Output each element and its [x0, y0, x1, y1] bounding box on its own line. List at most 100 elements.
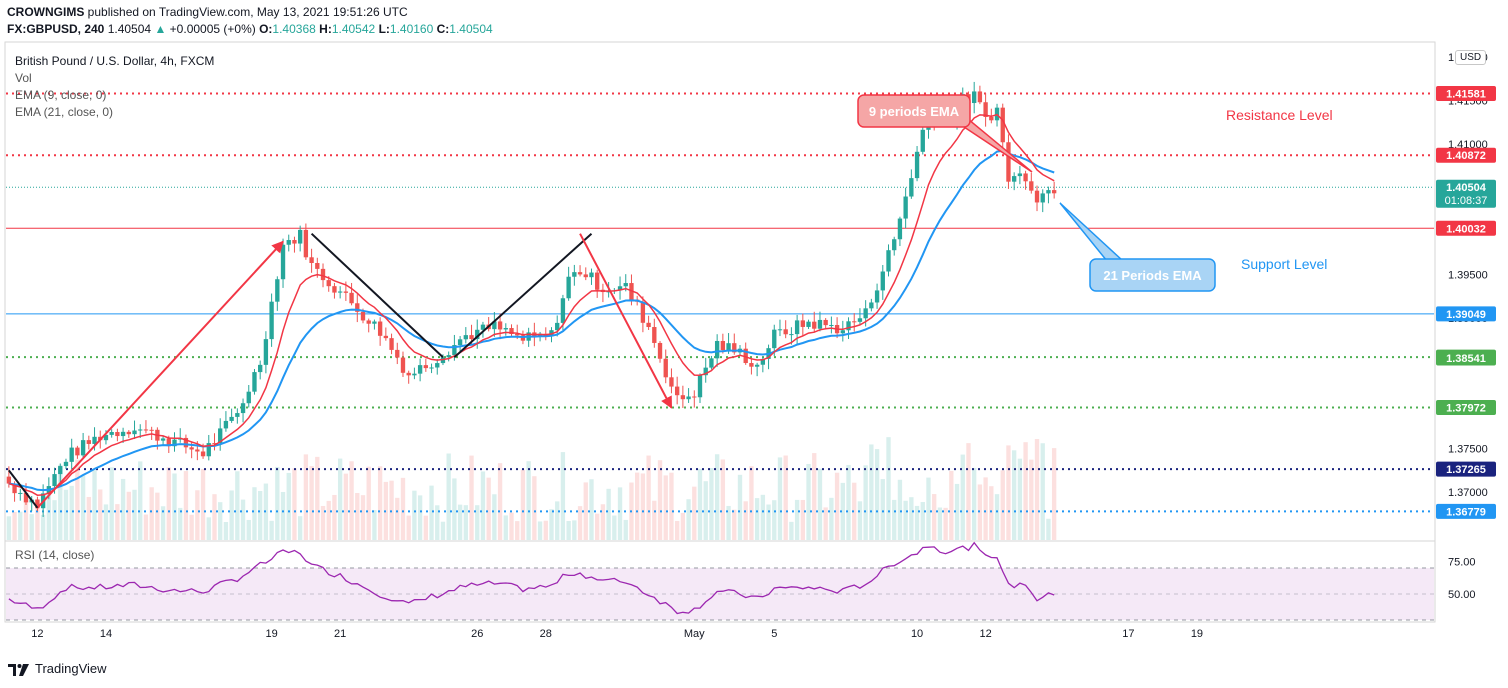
- volume-bar: [914, 505, 920, 540]
- open-value: 1.40368: [272, 22, 316, 36]
- ema21-callout-pointer: [1059, 202, 1125, 262]
- volume-bar: [400, 477, 406, 540]
- volume-bar: [680, 512, 686, 540]
- volume-bar: [857, 501, 863, 540]
- volume-bar: [406, 515, 411, 540]
- candle-body: [1040, 193, 1045, 203]
- chart-title: British Pound / U.S. Dollar, 4h, FXCM: [15, 54, 215, 68]
- tradingview-logo[interactable]: TradingView: [8, 661, 107, 676]
- candle-body: [389, 338, 394, 350]
- candle-body: [617, 286, 623, 291]
- volume-bar: [332, 494, 337, 540]
- time-tick-label: 26: [471, 628, 483, 640]
- volume-bar: [714, 454, 720, 540]
- candle-body: [972, 91, 977, 104]
- volume-bar: [497, 463, 503, 540]
- candle-body: [103, 434, 109, 441]
- volume-bar: [6, 516, 12, 540]
- volume-bar: [549, 509, 554, 540]
- price-change: +0.00005 (+0%): [169, 22, 256, 36]
- candle-body: [355, 303, 360, 312]
- candle-body: [269, 301, 274, 340]
- volume-bar: [46, 493, 52, 540]
- candle-body: [743, 348, 748, 364]
- volume-bar: [703, 481, 708, 540]
- candle-body: [840, 330, 845, 334]
- volume-bar: [75, 459, 80, 540]
- volume-bar: [503, 515, 508, 540]
- volume-bar: [520, 469, 526, 540]
- volume-bar: [800, 499, 805, 540]
- candle-body: [12, 483, 17, 494]
- price-tag: [1436, 86, 1496, 102]
- price-tick-label: 1.37000: [1448, 487, 1488, 499]
- volume-bar: [109, 467, 114, 540]
- volume-bar: [320, 505, 326, 540]
- candle-body: [412, 373, 417, 376]
- volume-bar: [623, 519, 628, 540]
- rsi-tick-label: 50.00: [1448, 589, 1476, 601]
- volume-bar: [852, 482, 857, 540]
- candle-body: [852, 321, 857, 323]
- currency-button[interactable]: USD: [1455, 50, 1487, 65]
- time-tick-label: 19: [265, 628, 277, 640]
- price-tag: [1436, 147, 1496, 163]
- candle-body: [320, 268, 326, 281]
- price-tag-label: 1.40504: [1446, 182, 1487, 194]
- candle-body: [555, 322, 560, 331]
- volume-bar: [360, 495, 366, 540]
- candle-body: [560, 298, 566, 323]
- volume-bar: [429, 485, 434, 540]
- volume-bar: [120, 478, 126, 540]
- candle-body: [989, 116, 994, 121]
- volume-bar: [172, 473, 177, 540]
- time-tick-label: May: [684, 628, 705, 640]
- price-tick-label: 1.37500: [1448, 444, 1488, 456]
- candle-body: [503, 328, 508, 330]
- candle-body: [640, 301, 646, 323]
- volume-bar: [23, 498, 29, 540]
- time-tick-label: 12: [31, 628, 43, 640]
- candle-body: [109, 432, 114, 435]
- volume-bar: [463, 505, 468, 540]
- price-tag: [1436, 179, 1496, 208]
- candle-body: [772, 329, 777, 349]
- candle-body: [143, 429, 149, 431]
- volume-bar: [829, 497, 834, 540]
- volume-bar: [972, 467, 977, 540]
- volume-bar: [789, 521, 794, 540]
- ema-21-line: [8, 149, 1055, 492]
- volume-bar: [646, 455, 651, 540]
- candle-body: [509, 328, 514, 335]
- volume-bar: [886, 437, 891, 540]
- volume-bar: [252, 487, 257, 540]
- candle-body: [674, 386, 680, 396]
- publisher-name: CROWNGIMS: [7, 5, 85, 19]
- candle-body: [1034, 190, 1040, 203]
- candle-body: [566, 276, 571, 299]
- volume-bar: [509, 512, 514, 540]
- volume-bar: [617, 487, 623, 540]
- volume-bar: [1023, 442, 1028, 540]
- volume-bar: [954, 483, 960, 540]
- volume-bar: [457, 504, 463, 540]
- volume-bar: [395, 497, 400, 540]
- volume-bar: [749, 466, 754, 540]
- candle-body: [480, 324, 486, 330]
- volume-bar: [18, 511, 23, 540]
- trend-line: [8, 469, 39, 509]
- candle-body: [823, 319, 828, 326]
- high-value: 1.40542: [331, 22, 376, 36]
- candle-body: [869, 302, 874, 309]
- volume-bar: [674, 520, 680, 540]
- rsi-label: RSI (14, close): [15, 548, 95, 562]
- candle-body: [149, 429, 154, 431]
- volume-bar: [663, 475, 668, 540]
- candle-body: [315, 263, 320, 269]
- ema21-callout-text: 21 Periods EMA: [1103, 268, 1202, 283]
- volume-bar: [292, 468, 297, 540]
- time-tick-label: 28: [540, 628, 552, 640]
- volume-bar: [1040, 443, 1045, 540]
- candle-body: [983, 102, 988, 117]
